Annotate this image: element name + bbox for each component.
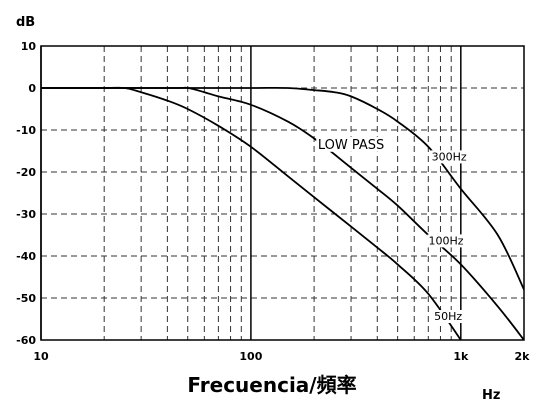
y-tick-label: 0 [28,82,36,95]
grid-layer [40,46,524,340]
x-tick-label: 1k [453,350,469,363]
x-tick-label: 10 [33,350,49,363]
plot-border [40,45,525,341]
y-tick-label: -40 [16,250,36,263]
low-pass-annotation: LOW PASS [318,138,384,153]
x-unit-label: Hz [482,388,500,403]
series-label-300hz: 300Hz [432,150,467,163]
curve-layer [41,86,524,340]
series-label-100hz: 100Hz [428,234,463,247]
x-axis-title: Frecuencia/頻率 [187,373,356,397]
y-tick-label: -50 [16,292,36,305]
x-tick-label: 100 [239,350,262,363]
series-label-background [432,310,464,323]
series-label-background [427,234,465,248]
annotation-background [316,136,386,152]
y-tick-labels: 10 0 -10 -20 -30 -40 -50 -60 [16,40,36,347]
series-label-background [430,150,468,164]
series-line-300hz [41,86,524,290]
y-tick-label: -20 [16,166,36,179]
y-tick-label: -60 [16,334,36,347]
y-tick-label: 10 [21,40,37,53]
x-tick-labels: 10 100 1k 2k [33,350,530,363]
y-tick-label: -30 [16,208,36,221]
y-tick-label: -10 [16,124,36,137]
plot-area [41,46,524,340]
series-label-50hz: 50Hz [434,310,462,323]
annotation-layer: 50Hz 100Hz 300Hz LOW PASS [316,136,468,323]
x-tick-label: 2k [515,350,531,363]
y-unit-label: dB [16,15,35,30]
